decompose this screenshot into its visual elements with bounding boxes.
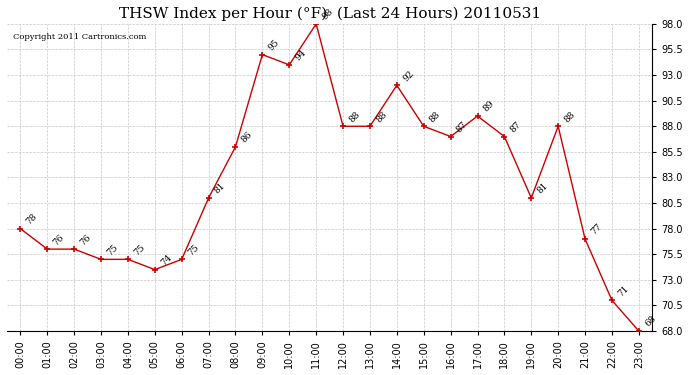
Text: 78: 78 [25,212,39,226]
Text: 71: 71 [616,284,631,298]
Text: 86: 86 [239,130,254,145]
Text: 74: 74 [159,253,173,267]
Text: 89: 89 [482,99,496,114]
Text: 98: 98 [320,7,335,22]
Text: 75: 75 [186,243,201,257]
Text: Copyright 2011 Cartronics.com: Copyright 2011 Cartronics.com [13,33,147,41]
Text: 92: 92 [401,69,415,83]
Text: 87: 87 [455,120,469,134]
Text: 88: 88 [562,110,577,124]
Text: 81: 81 [535,181,550,196]
Text: 81: 81 [213,181,227,196]
Text: 76: 76 [52,232,66,247]
Text: 88: 88 [374,110,388,124]
Text: 88: 88 [428,110,442,124]
Text: 75: 75 [105,243,120,257]
Text: 95: 95 [266,38,281,52]
Text: 88: 88 [347,110,362,124]
Text: 76: 76 [79,232,93,247]
Text: 75: 75 [132,243,147,257]
Text: 87: 87 [509,120,523,134]
Text: 77: 77 [589,222,604,237]
Text: 68: 68 [643,314,658,329]
Text: 94: 94 [293,48,308,63]
Title: THSW Index per Hour (°F)  (Last 24 Hours) 20110531: THSW Index per Hour (°F) (Last 24 Hours)… [119,7,541,21]
